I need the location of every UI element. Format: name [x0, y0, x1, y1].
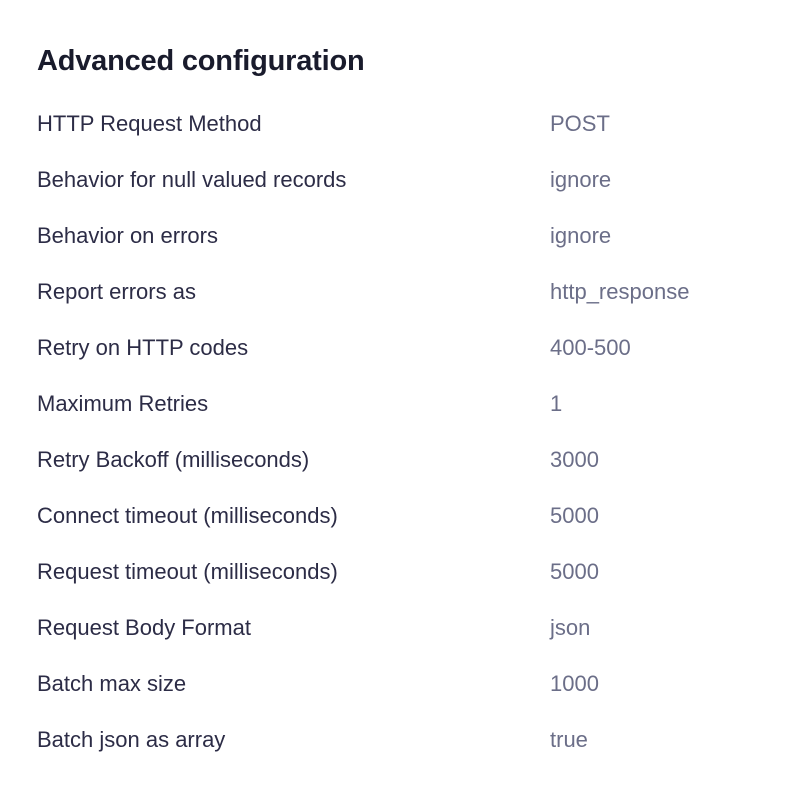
- config-label: Retry Backoff (milliseconds): [37, 447, 310, 472]
- config-value: http_response: [550, 279, 690, 304]
- config-value: true: [550, 727, 588, 752]
- config-label: Maximum Retries: [37, 391, 209, 416]
- config-row: Batch max size 1000: [37, 656, 749, 712]
- config-row: Maximum Retries 1: [37, 376, 749, 432]
- config-row: Behavior on errors ignore: [37, 208, 749, 264]
- config-value: 400-500: [550, 335, 631, 360]
- config-row: Batch json as array true: [37, 712, 749, 768]
- config-value: 1: [550, 391, 563, 416]
- config-row: Request Body Format json: [37, 600, 749, 656]
- config-label: Connect timeout (milliseconds): [37, 503, 338, 528]
- config-label: Report errors as: [37, 279, 196, 304]
- config-label: Batch json as array: [37, 727, 226, 752]
- config-row: Retry Backoff (milliseconds) 3000: [37, 432, 749, 488]
- config-label: Behavior for null valued records: [37, 167, 347, 192]
- config-label: Request timeout (milliseconds): [37, 559, 338, 584]
- config-value: POST: [550, 111, 610, 136]
- config-row: Request timeout (milliseconds) 5000: [37, 544, 749, 600]
- config-row: Retry on HTTP codes 400-500: [37, 320, 749, 376]
- section-title: Advanced configuration: [37, 45, 365, 77]
- config-value: ignore: [550, 167, 612, 192]
- config-label: Batch max size: [37, 671, 187, 696]
- config-label: Retry on HTTP codes: [37, 335, 249, 360]
- config-row: HTTP Request Method POST: [37, 96, 749, 152]
- config-label: Request Body Format: [37, 615, 251, 640]
- config-value: 5000: [550, 503, 599, 528]
- config-value: 1000: [550, 671, 599, 696]
- config-row: Report errors as http_response: [37, 264, 749, 320]
- config-value: ignore: [550, 223, 612, 248]
- config-value: 5000: [550, 559, 599, 584]
- config-label: Behavior on errors: [37, 223, 218, 248]
- config-label: HTTP Request Method: [37, 111, 262, 136]
- config-value: json: [550, 615, 591, 640]
- config-list: HTTP Request Method POST Behavior for nu…: [37, 96, 749, 768]
- config-row: Behavior for null valued records ignore: [37, 152, 749, 208]
- config-value: 3000: [550, 447, 599, 472]
- config-row: Connect timeout (milliseconds) 5000: [37, 488, 749, 544]
